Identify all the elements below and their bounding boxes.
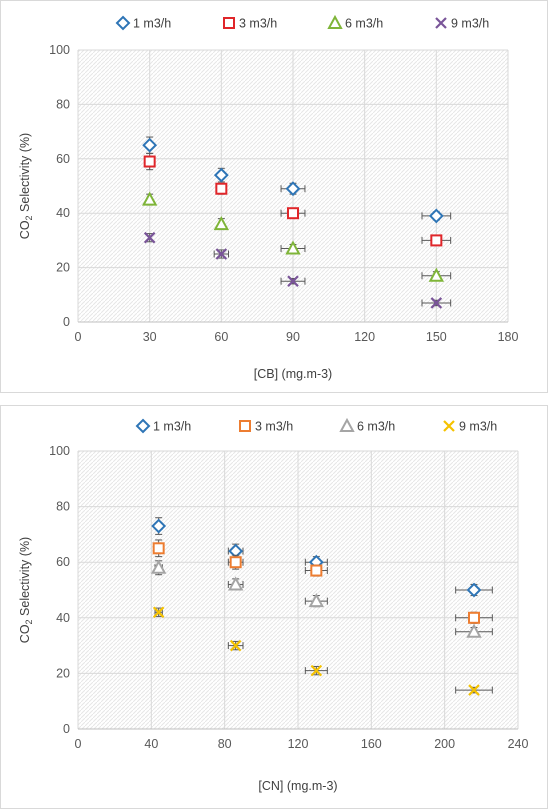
y-tick-label: 20	[56, 666, 70, 680]
legend-marker-square	[239, 420, 251, 432]
data-point-x	[310, 664, 323, 677]
x-tick-label: 30	[143, 330, 157, 344]
data-point-square	[287, 207, 299, 220]
y-tick-label: 0	[63, 722, 70, 736]
data-point-square	[152, 542, 165, 555]
data-point-diamond	[428, 208, 444, 224]
x-tick-label: 160	[361, 737, 382, 751]
data-point-triangle	[213, 215, 230, 231]
data-point-x	[229, 639, 242, 652]
legend-entry-label: 3 m3/h	[239, 17, 277, 31]
data-point-triangle	[308, 593, 325, 608]
data-point-square	[229, 556, 242, 569]
x-tick-label: 120	[288, 737, 309, 751]
data-point-diamond	[285, 181, 301, 197]
x-tick-label: 90	[286, 330, 300, 344]
legend-entry-label: 1 m3/h	[153, 420, 191, 434]
data-point-square	[468, 611, 480, 624]
chart-top: 0 20 40 60 80 100 0 30 60 90 120 150 180 [CB] (mg.m-3…	[18, 14, 519, 381]
legend-entry-label: 9 m3/h	[451, 17, 489, 31]
y-tick-label: 80	[56, 500, 70, 514]
x-tick-label: 80	[218, 737, 232, 751]
y-tick-label: 100	[49, 444, 70, 458]
chart-panel-top: 0 20 40 60 80 100 0 30 60 90 120 150 180 [CB] (mg.m-3…	[0, 0, 548, 393]
data-point-diamond	[142, 137, 158, 153]
legend-marker-triangle	[327, 14, 343, 29]
chart-panel-bottom: 0 20 40 60 80 100 0 40 80 120 160 200 240 [CN] (mg.m-…	[0, 405, 548, 809]
legend-entry-label: 1 m3/h	[133, 17, 171, 31]
data-point-square	[215, 182, 228, 195]
y-tick-label: 20	[56, 261, 70, 275]
chart-bottom: 0 20 40 60 80 100 0 40 80 120 160 200 240 [CN] (mg.m-…	[18, 417, 529, 793]
legend-marker-triangle	[339, 417, 355, 432]
data-point-triangle	[428, 267, 445, 282]
x-tick-label: 40	[144, 737, 158, 751]
x-axis-title: [CB] (mg.m-3)	[254, 367, 332, 381]
data-point-x	[215, 248, 228, 260]
y-tick-label: 40	[56, 206, 70, 220]
x-tick-label: 0	[75, 737, 82, 751]
legend-marker-x	[435, 17, 447, 29]
legend-entry-label: 9 m3/h	[459, 420, 497, 434]
data-point-triangle	[150, 559, 167, 574]
legend-marker-diamond	[135, 418, 151, 434]
data-point-diamond	[213, 167, 229, 183]
data-point-triangle	[466, 623, 482, 638]
legend-entry-label: 6 m3/h	[357, 420, 395, 434]
x-axis-title: [CN] (mg.m-3)	[258, 779, 337, 793]
data-point-diamond	[151, 518, 167, 534]
legend-entry-label: 6 m3/h	[345, 17, 383, 31]
y-tick-label: 40	[56, 611, 70, 625]
y-axis-title: CO2 Selectivity (%)	[18, 133, 34, 239]
data-point-x	[152, 606, 165, 619]
y-tick-label: 100	[49, 43, 70, 57]
data-point-triangle	[141, 191, 158, 206]
y-tick-label: 60	[56, 152, 70, 166]
data-point-triangle	[285, 240, 301, 255]
x-tick-label: 120	[354, 330, 375, 344]
y-tick-label: 80	[56, 97, 70, 111]
data-point-diamond	[466, 582, 482, 598]
y-tick-label: 60	[56, 555, 70, 569]
x-tick-label: 150	[426, 330, 447, 344]
data-point-x	[143, 231, 156, 244]
legend-marker-diamond	[115, 15, 131, 31]
data-point-x	[430, 297, 443, 309]
data-point-square	[430, 234, 443, 247]
y-axis-title: CO2 Selectivity (%)	[18, 537, 34, 643]
data-point-square	[310, 564, 323, 577]
legend-entry-label: 3 m3/h	[255, 420, 293, 434]
x-tick-label: 200	[434, 737, 455, 751]
data-point-triangle	[227, 576, 244, 591]
data-point-x	[468, 684, 480, 696]
x-tick-label: 180	[498, 330, 519, 344]
legend-marker-x	[443, 420, 455, 432]
y-tick-label: 0	[63, 315, 70, 329]
x-tick-label: 60	[214, 330, 228, 344]
x-tick-label: 240	[508, 737, 529, 751]
x-tick-label: 0	[75, 330, 82, 344]
legend-marker-square	[223, 17, 235, 29]
data-point-x	[287, 275, 299, 287]
data-point-square	[143, 155, 156, 168]
